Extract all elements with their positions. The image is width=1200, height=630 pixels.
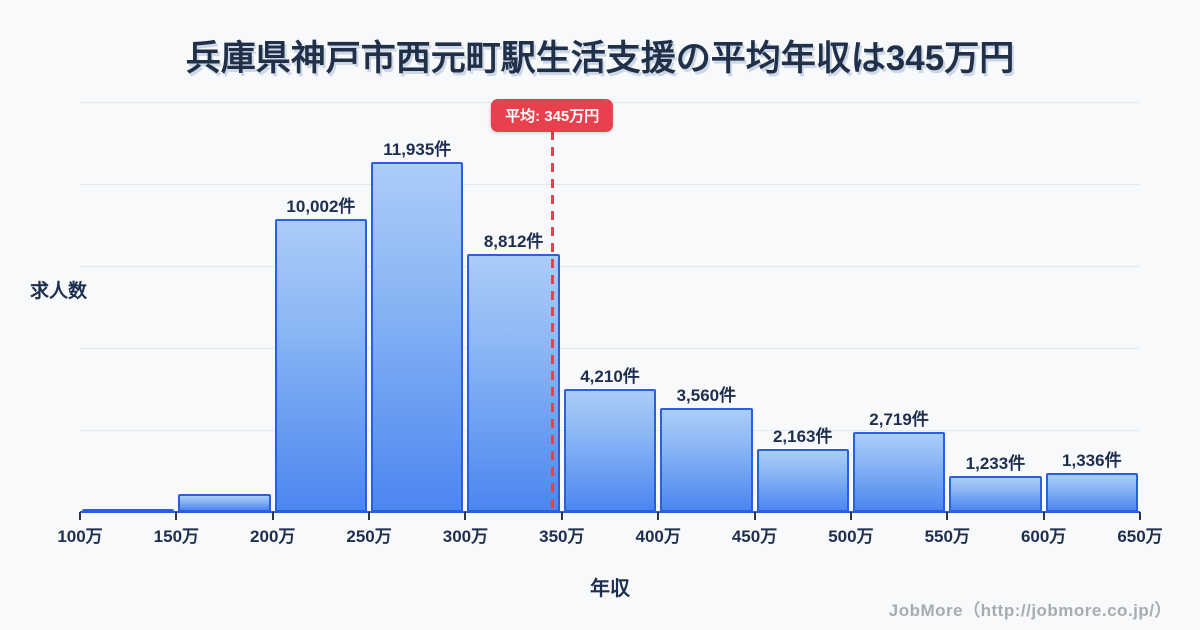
gridline	[80, 348, 1140, 349]
x-tick-label: 450万	[731, 527, 778, 546]
gridline	[80, 266, 1140, 267]
bar	[371, 162, 464, 512]
bar-value-label: 10,002件	[286, 197, 356, 216]
x-tick-label: 100万	[57, 527, 103, 546]
x-axis-tick	[271, 512, 274, 520]
x-axis-line	[80, 511, 1140, 513]
average-badge: 平均: 345万円	[491, 99, 614, 132]
bar-value-label: 2,163件	[772, 427, 833, 446]
x-axis-tick	[946, 512, 949, 520]
x-tick-label: 600万	[1020, 527, 1067, 546]
bar	[756, 449, 849, 512]
bar	[82, 509, 175, 513]
x-tick-label: 200万	[250, 527, 296, 546]
y-axis-label: 求人数	[30, 281, 88, 302]
x-tick-label: 400万	[635, 527, 681, 546]
x-axis-tick	[1042, 512, 1045, 520]
bar	[660, 408, 753, 512]
x-tick-label: 350万	[539, 527, 585, 546]
x-axis-tick	[79, 512, 81, 520]
bar	[467, 254, 560, 512]
bar-value-label: 11,935件	[383, 140, 452, 159]
x-axis-tick	[849, 512, 852, 520]
footer-credit: JobMore（http://jobmore.co.jp/）	[888, 601, 1172, 620]
bar-value-label: 1,336件	[1062, 451, 1122, 470]
x-axis-label: 年収	[590, 578, 630, 600]
x-axis-tick	[1139, 512, 1141, 520]
x-axis-tick	[560, 512, 563, 520]
bar-value-label: 8,812件	[483, 232, 544, 251]
gridline	[80, 184, 1140, 185]
x-tick-label: 650万	[1117, 527, 1163, 546]
bar-value-label: 4,210件	[580, 367, 640, 386]
x-axis-tick	[464, 512, 467, 520]
x-axis-tick	[753, 512, 756, 520]
chart-title: 兵庫県神戸市西元町駅生活支援の平均年収は345万円	[185, 39, 1015, 78]
bar-value-label: 1,233件	[965, 454, 1026, 473]
average-dashed-line	[550, 131, 554, 511]
bar	[1045, 473, 1138, 512]
x-tick-label: 300万	[442, 527, 489, 546]
x-axis-tick	[368, 512, 371, 520]
bar	[178, 494, 271, 512]
bar	[852, 432, 946, 512]
bar	[949, 476, 1042, 512]
x-tick-label: 550万	[924, 527, 970, 546]
bar	[274, 219, 368, 512]
bar-value-label: 2,719件	[869, 410, 929, 429]
x-tick-label: 500万	[828, 527, 874, 546]
x-axis-tick	[657, 512, 660, 520]
x-tick-label: 250万	[346, 527, 392, 546]
x-axis-tick	[175, 512, 178, 520]
bar-value-label: 3,560件	[676, 386, 737, 405]
x-tick-label: 150万	[153, 527, 200, 546]
bar	[563, 389, 657, 512]
